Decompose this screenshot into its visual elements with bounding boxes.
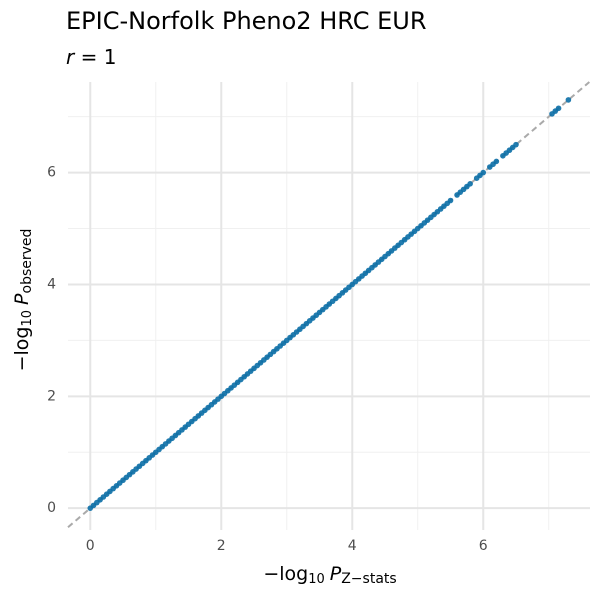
y-label-prefix: −log	[11, 327, 33, 372]
point	[467, 180, 473, 187]
x-tick-label: 2	[217, 538, 226, 554]
y-tick-label: 0	[47, 500, 56, 516]
chart-title: EPIC-Norfolk Pheno2 HRC EUR	[66, 7, 427, 35]
y-label-sub: observed	[19, 229, 35, 294]
x-tick-label: 6	[479, 538, 488, 554]
subtitle-rest: = 1	[74, 45, 116, 69]
x-tick-label: 4	[348, 538, 357, 554]
x-axis-label: −log10 PZ−stats	[263, 563, 396, 588]
point	[555, 105, 562, 112]
y-tick-label: 4	[47, 276, 56, 292]
point	[480, 169, 487, 176]
x-label-sub: Z−stats	[341, 571, 396, 587]
point	[447, 197, 454, 204]
y-axis-label: −log10 Pobserved	[11, 229, 36, 372]
x-label-sub: 10	[308, 572, 325, 587]
points	[87, 97, 572, 511]
x-label-var: P	[330, 563, 342, 585]
y-label-var: P	[11, 293, 33, 305]
y-tick-label: 2	[47, 388, 56, 404]
y-tick-label: 6	[47, 165, 56, 181]
x-tick-label: 0	[86, 538, 95, 554]
x-label-prefix: −log	[263, 563, 308, 585]
chart-subtitle: r = 1	[66, 45, 116, 69]
grid	[68, 82, 590, 530]
point	[493, 158, 500, 165]
y-label-sub: 10	[20, 310, 35, 327]
point	[513, 141, 519, 148]
subtitle-var: r	[66, 45, 76, 69]
point	[565, 97, 572, 103]
